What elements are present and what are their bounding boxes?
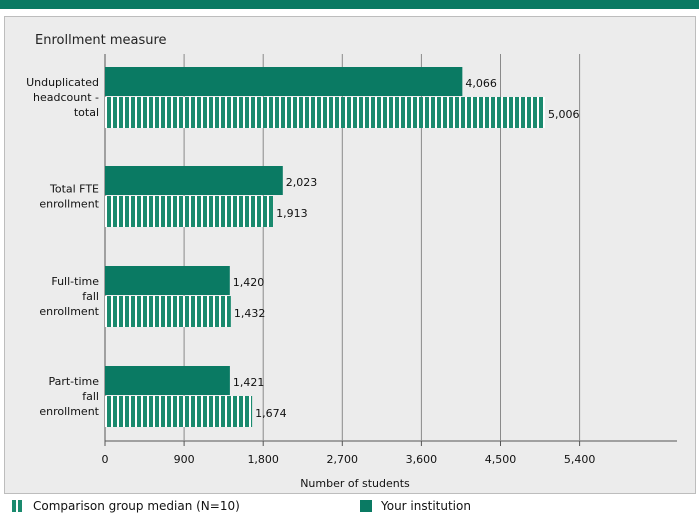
bar-chart: Enrollment measure 4,066 5,006 2,023 1,913 1…: [26, 33, 677, 490]
category-label: fall: [82, 390, 99, 403]
category-label: Part-time: [48, 375, 99, 388]
bar-institution: [105, 266, 230, 295]
x-tick-label: 2,700: [327, 453, 359, 466]
data-label-comparison: 1,913: [276, 207, 308, 220]
bar-institution: [105, 366, 230, 395]
category-label: enrollment: [39, 305, 99, 318]
x-tick-label: 5,400: [564, 453, 596, 466]
bar-comparison: [105, 97, 545, 128]
legend-swatch-solid: [360, 500, 372, 512]
bar-institution: [105, 166, 283, 195]
bar-comparison: [105, 196, 274, 227]
top-accent-bar: [0, 0, 699, 9]
category-label: enrollment: [39, 198, 99, 211]
chart-title: Enrollment measure: [35, 33, 167, 48]
data-label-comparison: 1,432: [234, 307, 265, 320]
x-tick-label: 3,600: [406, 453, 438, 466]
category-label: Unduplicated: [26, 76, 99, 89]
category-label: Full-time: [51, 275, 99, 288]
x-tick-labels: 0 900 1,800 2,700 3,600 4,500 5,400: [102, 453, 596, 466]
legend-item-institution: Your institution: [360, 499, 471, 513]
category-label: fall: [82, 290, 99, 303]
category-label: total: [74, 106, 99, 119]
category-label: enrollment: [39, 405, 99, 418]
bar-comparison: [105, 296, 231, 327]
legend-label-comparison: Comparison group median (N=10): [33, 499, 240, 513]
bar-institution: [105, 67, 463, 96]
chart-frame: Enrollment measure 4,066 5,006 2,023 1,913 1…: [4, 16, 696, 494]
x-tick-label: 1,800: [247, 453, 279, 466]
category-label: Total FTE: [49, 183, 99, 196]
legend-item-comparison: Comparison group median (N=10): [12, 499, 240, 513]
x-axis-label: Number of students: [300, 477, 410, 490]
data-label-institution: 1,421: [233, 376, 265, 389]
bars: 4,066 5,006 2,023 1,913 1,420 1,432 1,421 1,674: [105, 67, 579, 427]
x-tick-label: 4,500: [485, 453, 517, 466]
x-tick-label: 0: [102, 453, 109, 466]
data-label-institution: 2,023: [286, 176, 318, 189]
legend-swatch-striped: [12, 500, 24, 512]
data-label-institution: 4,066: [465, 77, 497, 90]
legend-label-institution: Your institution: [381, 499, 471, 513]
data-label-institution: 1,420: [233, 276, 265, 289]
x-tick-label: 900: [174, 453, 195, 466]
data-label-comparison: 5,006: [548, 108, 580, 121]
data-label-comparison: 1,674: [255, 407, 287, 420]
legend: Comparison group median (N=10) Your inst…: [0, 494, 699, 518]
category-labels: Unduplicated headcount - total Total FTE enr…: [26, 76, 100, 418]
category-label: headcount -: [33, 91, 99, 104]
bar-comparison: [105, 396, 253, 427]
